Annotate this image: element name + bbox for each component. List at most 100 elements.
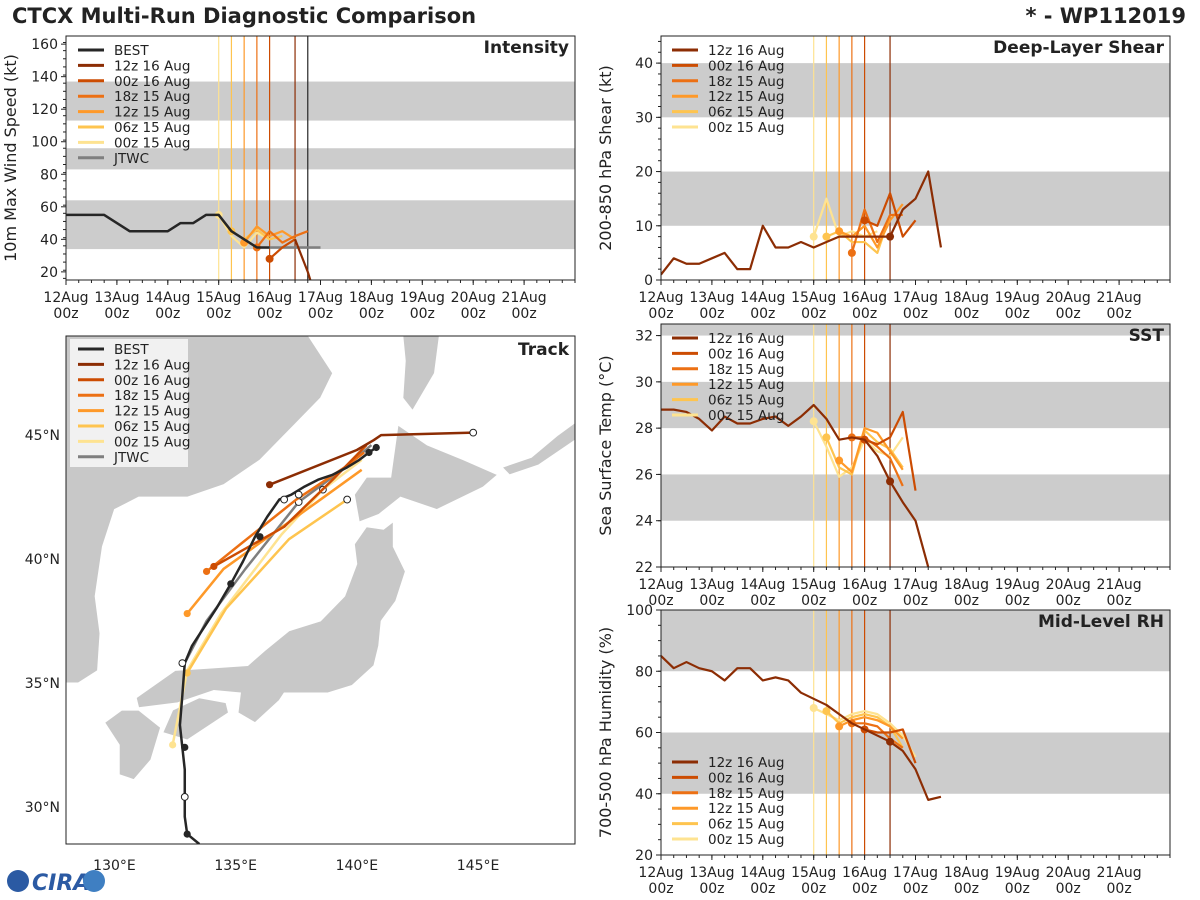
x-tick-label: 17Aug [298, 290, 343, 306]
shade-band [66, 200, 575, 250]
run-start-marker [847, 248, 856, 257]
y-tick-label: 20 [635, 848, 653, 864]
legend-label: 12z 15 Aug [708, 89, 784, 105]
x-tick-label: 00z [1056, 306, 1081, 322]
series-line-00z-16-aug [864, 728, 917, 764]
x-tick-label: 19Aug [995, 577, 1040, 593]
x-tick-label: 00z [461, 306, 486, 322]
x-tick-label: 00z [903, 881, 928, 897]
track-line-00z-15-aug [171, 458, 363, 746]
y-tick-label: 120 [31, 102, 58, 118]
x-tick-label: 00z [750, 593, 775, 609]
x-tick-label: 00z [903, 306, 928, 322]
series-line-18z-15-aug [256, 230, 309, 249]
x-tick-label: 00z [699, 306, 724, 322]
x-tick-label: 00z [954, 593, 979, 609]
x-tick-label: 18Aug [349, 290, 394, 306]
shade-band [66, 148, 575, 170]
series-line-12z-16-aug [661, 170, 943, 276]
legend-label: JTWC [113, 151, 149, 167]
legend-label: JTWC [113, 450, 149, 466]
track-point-filled [210, 562, 218, 571]
x-tick-label: 17Aug [893, 290, 938, 306]
legend-label: 06z 15 Aug [708, 105, 784, 121]
x-tick-label: 00z [903, 593, 928, 609]
track-point-filled [365, 448, 373, 457]
legend-label: 12z 16 Aug [708, 43, 784, 59]
y-tick-label: 40 [635, 787, 653, 803]
run-start-marker [835, 227, 844, 236]
panel-title: Track [518, 340, 570, 360]
run-start-marker [265, 254, 274, 263]
run-start-marker [860, 216, 869, 225]
plot-area [661, 170, 943, 276]
y-tick-label: 20 [635, 165, 653, 181]
legend-label: 00z 15 Aug [114, 135, 190, 151]
x-tick-label: 18Aug [944, 290, 989, 306]
x-tick-label: 19Aug [995, 865, 1040, 881]
y-tick-label: 28 [635, 421, 653, 437]
x-tick-label: 00z [648, 306, 673, 322]
x-tick-label: 00z [1005, 306, 1030, 322]
x-tick-label: 00z [750, 881, 775, 897]
x-tick-label: 13Aug [689, 577, 734, 593]
y-tick-label: 140 [31, 70, 58, 86]
series-line-00z-16-aug [268, 238, 296, 260]
series-line-18z-15-aug [850, 208, 903, 254]
track-point-filled [202, 567, 211, 576]
x-tick-label: 00z [954, 881, 979, 897]
cira-logo-swirl [83, 870, 105, 892]
x-tick-label: 00z [648, 593, 673, 609]
y-tick-label: 30°N [25, 800, 60, 816]
x-tick-label: 12Aug [43, 290, 88, 306]
x-tick-label: 00z [648, 881, 673, 897]
x-tick-label: 135°E [214, 858, 257, 874]
y-tick-label: 100 [626, 603, 653, 619]
x-tick-label: 20Aug [1046, 577, 1091, 593]
x-tick-label: 12Aug [638, 865, 683, 881]
x-tick-label: 21Aug [1097, 290, 1142, 306]
panel-sst: 22242628303212Aug00z13Aug00z14Aug00z15Au… [596, 323, 1171, 609]
x-tick-label: 12Aug [638, 290, 683, 306]
legend-label: 06z 15 Aug [114, 419, 190, 435]
legend-label: 00z 15 Aug [708, 408, 784, 424]
track-point-open [343, 495, 352, 504]
legend-label: 12z 15 Aug [114, 404, 190, 420]
x-tick-label: 00z [104, 306, 129, 322]
y-tick-label: 24 [635, 514, 653, 530]
panel-title: SST [1129, 326, 1165, 346]
y-tick-label: 100 [31, 135, 58, 151]
legend-label: 00z 16 Aug [708, 770, 784, 786]
track-point-filled [372, 443, 380, 452]
land-shape [135, 521, 406, 724]
x-tick-label: 13Aug [689, 865, 734, 881]
x-tick-label: 19Aug [400, 290, 445, 306]
shade-band [661, 324, 1170, 336]
x-tick-label: 00z [1107, 593, 1132, 609]
panel-title: Deep-Layer Shear [993, 38, 1164, 58]
x-tick-label: 00z [359, 306, 384, 322]
plot-area [661, 655, 942, 801]
x-tick-label: 20Aug [1046, 290, 1091, 306]
y-tick-label: 60 [40, 200, 58, 216]
x-tick-label: 00z [1005, 593, 1030, 609]
x-tick-label: 21Aug [1097, 577, 1142, 593]
legend-label: BEST [114, 342, 149, 358]
x-tick-label: 00z [410, 306, 435, 322]
series-line-best [66, 213, 270, 249]
x-tick-label: 00z [1005, 881, 1030, 897]
run-start-marker [809, 232, 818, 241]
x-tick-label: 14Aug [740, 577, 785, 593]
shade-band [66, 81, 575, 121]
x-tick-label: 00z [53, 306, 78, 322]
cira-logo: CIRA [7, 870, 105, 896]
shade-band [661, 381, 1170, 429]
panel-rh: 2040608010012Aug00z13Aug00z14Aug00z15Aug… [596, 603, 1171, 897]
y-tick-label: 40 [635, 56, 653, 72]
legend-label: 12z 16 Aug [708, 331, 784, 347]
x-tick-label: 00z [1107, 306, 1132, 322]
x-tick-label: 14Aug [740, 290, 785, 306]
